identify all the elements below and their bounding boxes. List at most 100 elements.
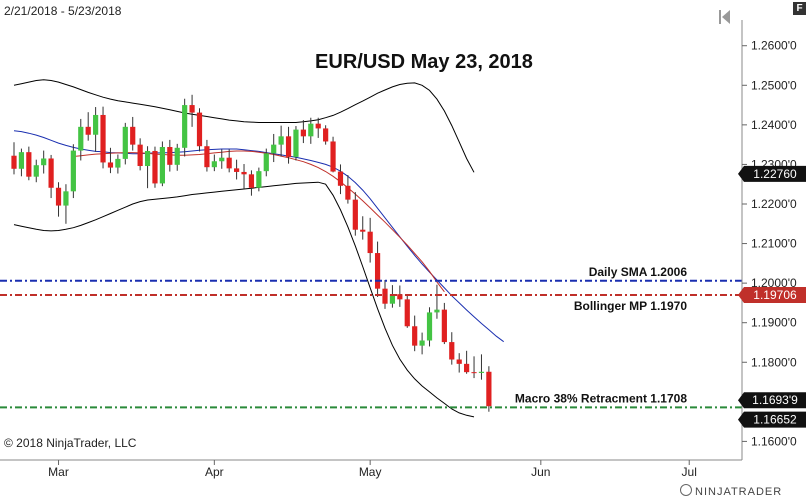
scroll-end-icon[interactable] (719, 10, 730, 24)
x-tick-label: Jun (531, 465, 550, 479)
candle-body (33, 165, 39, 177)
candle (360, 216, 366, 240)
candle (293, 126, 299, 161)
candle-body (234, 168, 240, 172)
candle (70, 144, 76, 199)
candle (226, 149, 232, 173)
candle (419, 332, 425, 355)
candle (55, 182, 62, 217)
candle (441, 302, 447, 345)
candle-body (211, 161, 217, 168)
price-tag-bg (738, 392, 806, 409)
candle-body (70, 150, 76, 192)
ninjatrader-logo-icon (680, 484, 692, 496)
candle (426, 307, 433, 347)
candle-body (100, 114, 106, 163)
x-tick-label: Apr (205, 465, 224, 479)
candle-body (412, 326, 418, 346)
price-tag: 1.16652 (738, 411, 806, 428)
candle-body (308, 123, 314, 137)
candle-body (367, 231, 373, 254)
candle (300, 120, 306, 144)
candle (434, 284, 440, 319)
candle (323, 125, 329, 145)
chart-title: EUR/USD May 23, 2018 (315, 51, 533, 73)
series-line-bollinger-lower (13, 181, 475, 418)
price-tag-bg (738, 411, 806, 428)
candle (337, 164, 344, 195)
price-tag: 1.19706 (738, 287, 806, 303)
candle (374, 241, 381, 297)
candle (241, 164, 247, 189)
candle-body (130, 126, 136, 145)
y-tick-label: 1.2100'0 (751, 237, 797, 251)
candle (449, 332, 455, 365)
candle (78, 118, 84, 161)
y-tick-label: 1.2400'0 (751, 118, 797, 132)
brand-text: NINJATRADER (695, 486, 783, 498)
candle-body (285, 136, 292, 157)
candle-body (397, 294, 403, 300)
candle (486, 366, 492, 412)
candle-body (93, 114, 99, 135)
price-tag-bg (738, 165, 806, 182)
price-tag-text: 1.16652 (753, 413, 797, 427)
candle (130, 116, 136, 151)
candle-body (48, 158, 54, 188)
candle-body (337, 171, 344, 186)
series-line-daily-sma (13, 130, 504, 343)
price-tag: 1.1693'9 (738, 392, 806, 409)
price-tag-text: 1.22760 (753, 167, 797, 181)
candle-body (374, 253, 381, 289)
candle-body (352, 199, 358, 230)
candle-body (471, 372, 477, 374)
candle (263, 148, 269, 177)
candle-body (26, 152, 32, 177)
candle-body (434, 309, 440, 313)
candle (367, 217, 373, 263)
level-label: Macro 38% Retracment 1.1708 (515, 391, 687, 405)
candle (204, 139, 210, 172)
candle-body (226, 157, 232, 169)
candle (159, 141, 165, 187)
candle (397, 285, 403, 307)
candle (85, 112, 91, 141)
candle (93, 107, 99, 152)
candle (115, 154, 121, 174)
candle-body (360, 229, 366, 232)
candle-body (293, 129, 299, 157)
candle-body (167, 147, 173, 165)
candle (26, 146, 32, 181)
candle (100, 106, 106, 169)
price-tag-bg (738, 287, 806, 303)
candle (412, 315, 418, 352)
candle (196, 108, 203, 152)
candle (285, 126, 292, 164)
candle (107, 147, 114, 174)
date-range: 2/21/2018 - 5/23/2018 (4, 4, 122, 18)
y-tick-label: 1.1600'0 (751, 434, 797, 448)
candle-body (55, 187, 62, 206)
candle (167, 139, 173, 172)
price-tag-text: 1.19706 (753, 288, 797, 302)
candle (11, 142, 17, 175)
candle (389, 285, 396, 308)
candle (464, 350, 470, 374)
candle-body (464, 363, 470, 373)
candle (271, 133, 277, 163)
candle (48, 154, 54, 199)
chart-menu-button[interactable]: F (793, 2, 806, 15)
x-tick-label: May (359, 465, 382, 479)
candle-body (404, 299, 410, 327)
candle (189, 94, 195, 127)
candle-body (456, 359, 462, 364)
candle-body (271, 144, 277, 154)
candle (144, 146, 151, 189)
candle-body (137, 144, 143, 167)
price-tag-text: 1.1693'9 (752, 393, 798, 407)
candle (315, 117, 321, 138)
candle (352, 192, 358, 236)
series-line-bollinger-mp (73, 150, 445, 293)
candle (41, 150, 47, 174)
candle-body (182, 105, 188, 148)
